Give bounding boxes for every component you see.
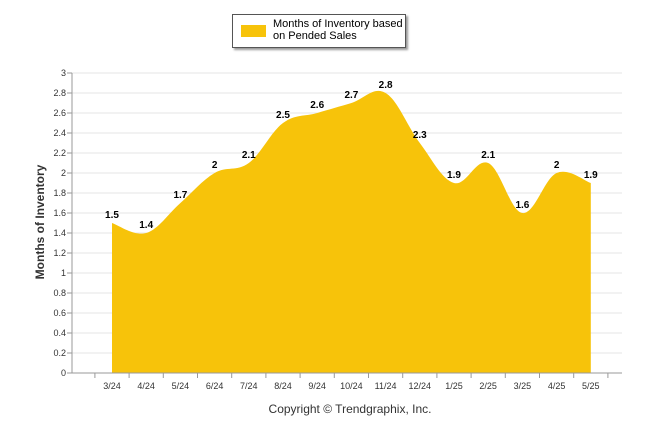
x-axis: 3/24 4/24 5/24 6/24 7/24 8/24 9/24 10/24 11/24 12… bbox=[72, 372, 622, 391]
data-label: 2.3 bbox=[413, 130, 427, 141]
data-label: 1.9 bbox=[447, 170, 461, 181]
x-tick-label: 11/24 bbox=[375, 381, 397, 391]
data-label: 2 bbox=[212, 160, 218, 171]
x-tick-label: 5/24 bbox=[172, 381, 190, 391]
y-axis: 0 0.2 0.4 0.6 0.8 1 1.2 1.4 1.6 1.8 2 2.2 2.4 2.6 2.8 3 bbox=[53, 68, 73, 378]
data-label: 2.7 bbox=[344, 90, 358, 101]
legend: Months of Inventory based on Pended Sale… bbox=[232, 14, 406, 48]
data-label: 1.4 bbox=[139, 220, 153, 231]
y-tick-label: 2.2 bbox=[53, 148, 66, 158]
data-label: 1.9 bbox=[584, 170, 598, 181]
data-label: 1.6 bbox=[515, 200, 529, 211]
data-label: 2.1 bbox=[242, 150, 256, 161]
x-tick-label: 4/24 bbox=[137, 381, 155, 391]
y-tick-label: 0 bbox=[61, 368, 66, 378]
y-tick-label: 0.2 bbox=[53, 348, 66, 358]
y-tick-label: 1.4 bbox=[53, 228, 66, 238]
x-tick-label: 6/24 bbox=[206, 381, 224, 391]
x-tick-label: 9/24 bbox=[308, 381, 326, 391]
x-tick-label: 1/25 bbox=[445, 381, 463, 391]
x-tick-label: 4/25 bbox=[548, 381, 566, 391]
data-label: 1.5 bbox=[105, 210, 119, 221]
legend-label: Months of Inventory based on Pended Sale… bbox=[273, 18, 403, 42]
y-tick-label: 0.4 bbox=[53, 328, 66, 338]
area-series-fill bbox=[112, 90, 591, 373]
x-tick-label: 5/25 bbox=[582, 381, 600, 391]
y-tick-label: 0.6 bbox=[53, 308, 66, 318]
y-tick-label: 1.8 bbox=[53, 188, 66, 198]
x-tick-label: 8/24 bbox=[274, 381, 292, 391]
y-tick-label: 1 bbox=[61, 268, 66, 278]
y-tick-label: 3 bbox=[61, 68, 66, 78]
x-tick-label: 10/24 bbox=[340, 381, 363, 391]
y-tick-label: 2.4 bbox=[53, 128, 66, 138]
data-label: 2.8 bbox=[379, 80, 393, 91]
data-label: 2.1 bbox=[481, 150, 495, 161]
x-tick-label: 7/24 bbox=[240, 381, 258, 391]
x-tick-label: 12/24 bbox=[409, 381, 432, 391]
y-tick-label: 1.2 bbox=[53, 248, 66, 258]
area-series bbox=[112, 90, 591, 373]
x-tick-label: 3/24 bbox=[103, 381, 121, 391]
copyright-text: Copyright © Trendgraphix, Inc. bbox=[268, 402, 432, 416]
data-label: 2.5 bbox=[276, 110, 290, 121]
y-tick-label: 2 bbox=[61, 168, 66, 178]
data-label: 2.6 bbox=[310, 100, 324, 111]
y-tick-label: 2.6 bbox=[53, 108, 66, 118]
data-label: 1.7 bbox=[173, 190, 187, 201]
data-labels: 1.5 1.4 1.7 2 2.1 2.5 2.6 2.7 2.8 2.3 1.9 2.1 1.6 2 1.… bbox=[105, 80, 598, 231]
legend-swatch bbox=[241, 25, 266, 37]
y-tick-label: 0.8 bbox=[53, 288, 66, 298]
y-tick-label: 1.6 bbox=[53, 208, 66, 218]
data-label: 2 bbox=[554, 160, 560, 171]
y-tick-label: 2.8 bbox=[53, 88, 66, 98]
x-tick-label: 3/25 bbox=[514, 381, 532, 391]
y-axis-title: Months of Inventory bbox=[33, 164, 47, 280]
x-tick-label: 2/25 bbox=[479, 381, 497, 391]
